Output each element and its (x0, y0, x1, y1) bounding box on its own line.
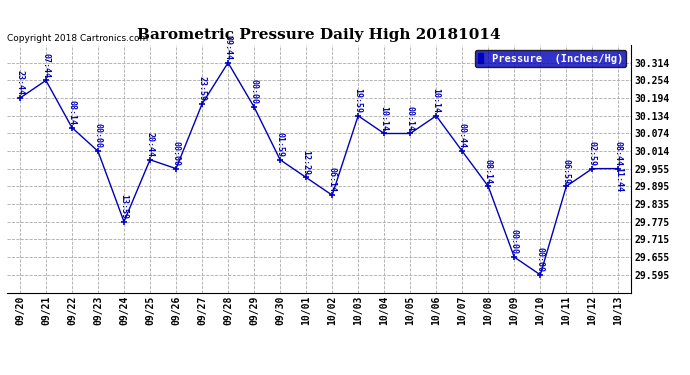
Text: 19:59: 19:59 (354, 88, 363, 113)
Text: 08:14: 08:14 (484, 159, 493, 183)
Text: 02:59: 02:59 (588, 141, 597, 166)
Text: 08:44: 08:44 (614, 141, 623, 166)
Text: 23:44: 23:44 (15, 70, 24, 95)
Text: 06:14: 06:14 (328, 167, 337, 192)
Text: 11:44: 11:44 (614, 167, 623, 192)
Text: 00:00: 00:00 (510, 230, 519, 254)
Text: 00:00: 00:00 (250, 79, 259, 104)
Text: 00:00: 00:00 (93, 123, 103, 148)
Text: 13:59: 13:59 (119, 194, 128, 219)
Title: Barometric Pressure Daily High 20181014: Barometric Pressure Daily High 20181014 (137, 28, 501, 42)
Text: 01:59: 01:59 (275, 132, 284, 157)
Text: 09:44: 09:44 (224, 35, 233, 60)
Text: 20:44: 20:44 (146, 132, 155, 157)
Text: 23:59: 23:59 (197, 76, 206, 101)
Text: 08:14: 08:14 (68, 100, 77, 125)
Text: 10:14: 10:14 (432, 88, 441, 113)
Text: 07:44: 07:44 (41, 53, 50, 78)
Text: 06:59: 06:59 (562, 159, 571, 183)
Text: 00:14: 00:14 (406, 106, 415, 131)
Text: Copyright 2018 Cartronics.com: Copyright 2018 Cartronics.com (7, 33, 148, 42)
Text: 12:29: 12:29 (302, 150, 310, 175)
Legend: Pressure  (Inches/Hg): Pressure (Inches/Hg) (475, 50, 626, 67)
Text: 00:00: 00:00 (535, 247, 545, 272)
Text: 10:14: 10:14 (380, 106, 388, 131)
Text: 00:44: 00:44 (457, 123, 466, 148)
Text: 00:00: 00:00 (172, 141, 181, 166)
